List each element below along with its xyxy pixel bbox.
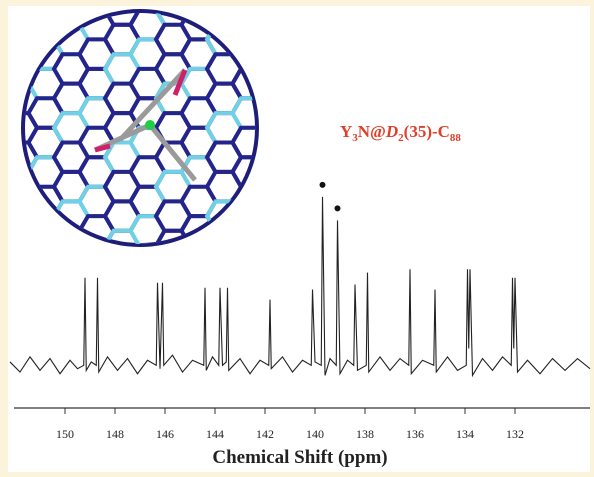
x-tick-label: 148: [106, 427, 124, 441]
figure: Y3N@D2(35)-C88 1501481461441421401381361…: [0, 0, 594, 477]
peak-marker: [320, 182, 326, 188]
x-tick-label: 150: [56, 427, 74, 441]
formula-part: 88: [450, 132, 462, 144]
x-axis-label: Chemical Shift (ppm): [212, 447, 387, 468]
formula-part: (35)-C: [404, 122, 450, 141]
formula-part: N@: [358, 122, 386, 141]
x-tick-label: 138: [356, 427, 374, 441]
x-tick-label: 134: [456, 427, 474, 441]
x-tick-label: 140: [306, 427, 324, 441]
peak-marker: [335, 205, 341, 211]
formula-part: D: [385, 122, 398, 141]
x-tick-label: 146: [156, 427, 174, 441]
x-tick-label: 142: [256, 427, 274, 441]
x-tick-label: 132: [506, 427, 524, 441]
x-tick-label: 136: [406, 427, 424, 441]
formula-part: Y: [340, 122, 352, 141]
x-tick-label: 144: [206, 427, 224, 441]
